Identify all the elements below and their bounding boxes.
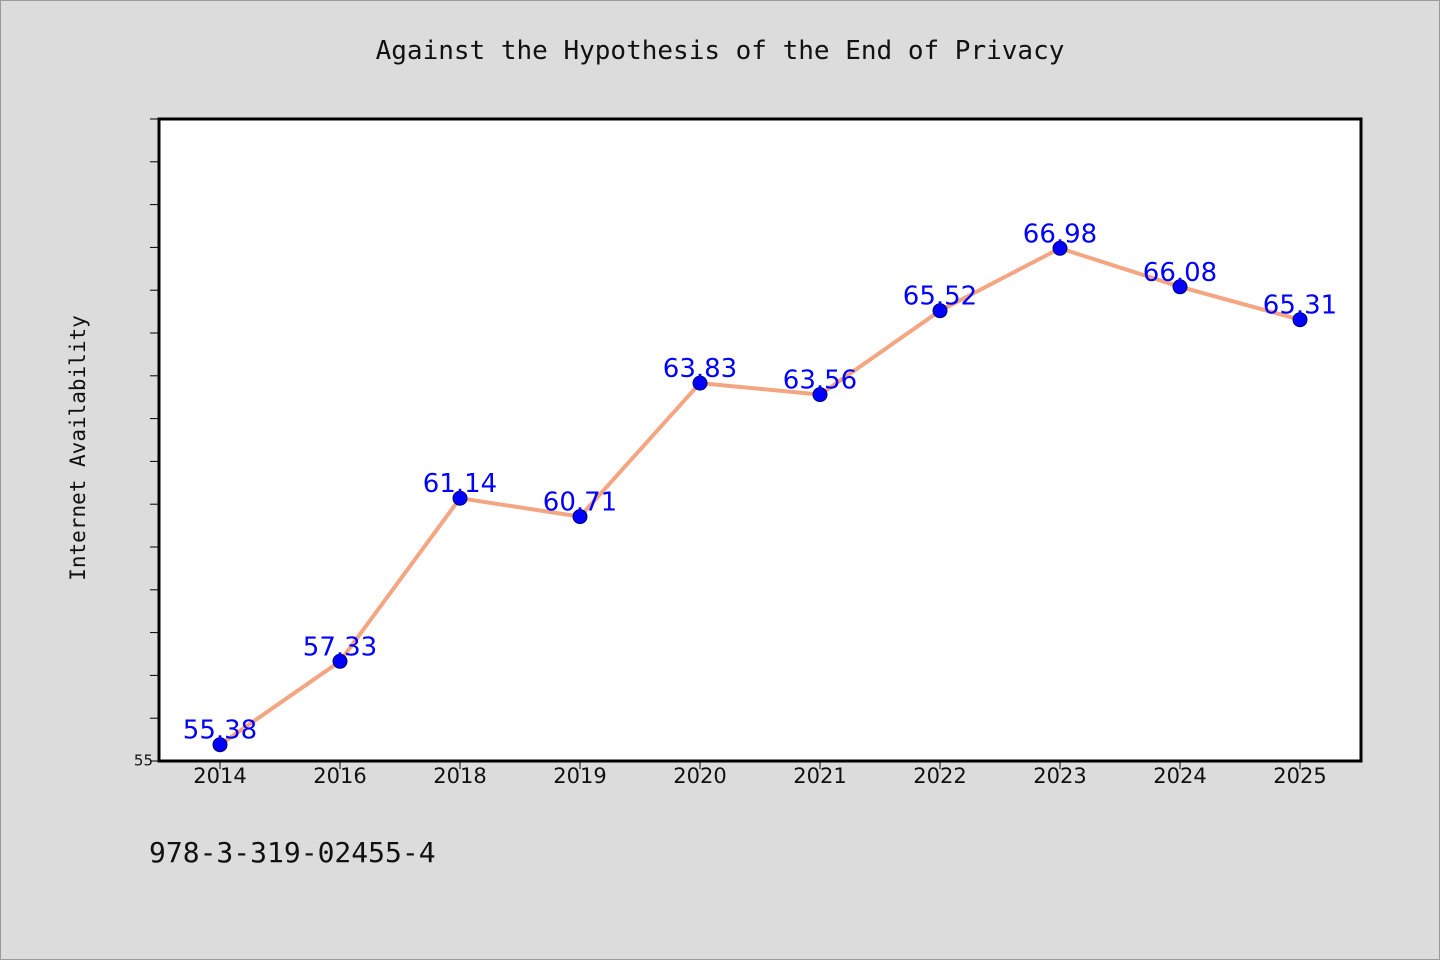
chart-title: Against the Hypothesis of the End of Pri… [375,36,1065,66]
data-label: 65.31 [1263,291,1337,321]
y-axis-ticks: 55 [134,118,159,770]
data-point [932,303,948,319]
x-tick-label: 2016 [313,764,366,788]
x-tick-label: 2018 [433,764,486,788]
data-point [1052,240,1068,256]
data-labels: 55.38 57.33 61.14 60.71 63.83 63.56 65.52 66.98… [183,219,1337,745]
data-label: 63.83 [663,354,737,384]
data-label: 57.33 [303,632,377,662]
x-tick-label: 2022 [913,764,966,788]
data-point [812,387,828,403]
x-tick-label: 2023 [1033,764,1086,788]
plot-area [157,117,1363,763]
x-tick-label: 2014 [193,764,246,788]
data-point [452,490,468,506]
data-label: 55.38 [183,716,257,746]
x-axis-ticks: 2014 2016 2018 2019 2020 2021 2022 2023 2024 2025 [193,761,1327,788]
y-tick-label: 55 [134,752,153,770]
series-line [218,246,1301,747]
data-point [692,375,708,391]
data-label: 65.52 [903,282,977,312]
data-point [212,737,228,753]
data-label: 63.56 [783,366,857,396]
data-label: 61.14 [423,469,497,499]
data-point [572,509,588,525]
data-point [332,653,348,669]
data-label: 60.71 [543,488,617,518]
x-tick-label: 2025 [1273,764,1326,788]
x-tick-label: 2024 [1153,764,1206,788]
data-label: 66.08 [1143,258,1217,288]
x-tick-label: 2020 [673,764,726,788]
data-point [1172,279,1188,295]
data-point [1292,312,1308,328]
data-label: 66.98 [1023,219,1097,249]
x-tick-label: 2021 [793,764,846,788]
footer-code: 978-3-319-02455-4 [149,836,436,869]
data-points [212,240,1308,753]
x-tick-label: 2019 [553,764,606,788]
